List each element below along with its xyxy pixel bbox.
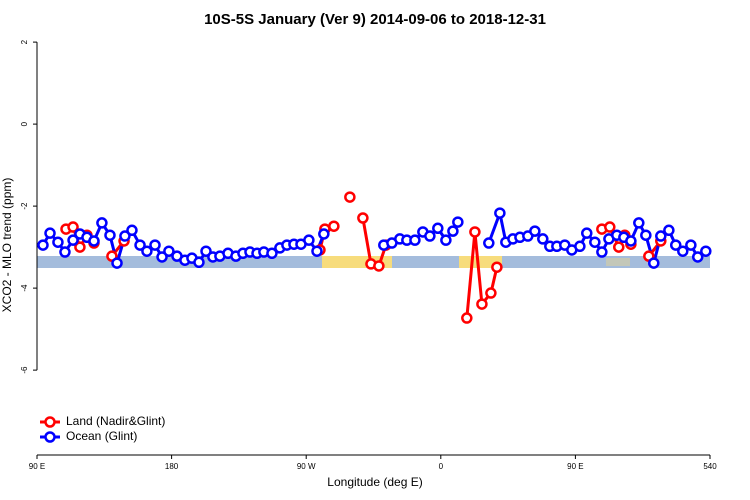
data-point <box>44 227 56 239</box>
data-point <box>67 221 79 233</box>
data-point <box>685 239 697 251</box>
data-point <box>491 261 503 273</box>
data-point <box>311 245 323 257</box>
data-point <box>328 220 340 232</box>
data-point <box>141 245 153 257</box>
data-point <box>303 234 315 246</box>
y-axis-label: XCO2 - MLO trend (ppm) <box>0 178 14 313</box>
x-tick-label: 90 E <box>29 462 45 471</box>
legend-marker <box>44 416 56 428</box>
data-point <box>193 256 205 269</box>
x-tick-label: 540 <box>703 462 717 471</box>
data-point <box>537 233 549 245</box>
data-point <box>483 237 495 249</box>
data-point <box>640 229 652 241</box>
data-point <box>633 217 645 229</box>
data-point <box>119 230 131 242</box>
data-point <box>149 239 161 251</box>
data-point <box>104 229 116 241</box>
data-point <box>485 287 497 299</box>
y-tick-label: 2 <box>20 39 29 44</box>
legend-label: Land (Nadir&Glint) <box>66 414 165 428</box>
data-point <box>452 216 464 228</box>
data-point <box>432 222 444 235</box>
data-point <box>156 251 168 263</box>
data-point <box>440 234 452 246</box>
data-point <box>88 235 100 247</box>
data-point <box>655 230 667 242</box>
data-point <box>700 245 712 257</box>
legend-label: Ocean (Glint) <box>66 429 137 443</box>
data-point <box>663 224 675 237</box>
data-point <box>134 239 146 251</box>
x-tick-label: 90 E <box>567 462 583 471</box>
data-point <box>344 191 356 203</box>
data-point <box>163 245 175 257</box>
data-point <box>670 239 682 251</box>
data-point <box>409 234 421 246</box>
chart-title: 10S-5S January (Ver 9) 2014-09-06 to 201… <box>204 11 546 28</box>
data-point <box>111 257 123 269</box>
x-tick-label: 90 W <box>297 462 316 471</box>
x-tick-label: 180 <box>165 462 179 471</box>
legend: Land (Nadir&Glint)Ocean (Glint) <box>40 414 165 443</box>
data-point <box>318 228 330 240</box>
y-tick-label: -6 <box>20 366 29 374</box>
data-point <box>461 312 473 324</box>
data-point <box>596 246 608 258</box>
data-point <box>67 234 79 246</box>
data-point <box>96 217 108 229</box>
data-point <box>200 245 212 257</box>
data-point <box>613 241 625 253</box>
y-tick-label: -2 <box>20 202 29 210</box>
data-point <box>74 241 86 253</box>
data-point <box>604 221 616 233</box>
data-point <box>494 207 506 219</box>
plot-area: 90 E 180 90 W 0 90 E 540 2 0 -2 -4 -6 Land (Nadir&G… <box>20 39 717 471</box>
data-point <box>589 236 601 248</box>
data-point <box>447 225 459 237</box>
x-tick-label: 0 <box>439 462 444 471</box>
data-point <box>581 227 593 239</box>
y-tick-label: -4 <box>20 284 29 292</box>
data-point <box>648 257 660 269</box>
data-point <box>126 224 138 237</box>
data-point <box>59 246 71 258</box>
data-point <box>691 251 704 263</box>
data-point <box>529 225 541 237</box>
data-point <box>37 239 49 251</box>
x-axis-label: Longitude (deg E) <box>327 475 422 489</box>
data-point <box>357 212 369 224</box>
data-point <box>677 245 689 257</box>
data-point <box>424 230 436 242</box>
data-point <box>476 298 488 310</box>
y-tick-label: 0 <box>20 121 29 126</box>
data-point <box>469 226 481 238</box>
data-point <box>625 235 637 247</box>
data-point <box>574 240 586 253</box>
data-point <box>266 247 278 260</box>
data-point <box>52 236 64 248</box>
series-line <box>65 217 662 319</box>
data-point <box>373 260 385 272</box>
legend-marker <box>44 431 56 443</box>
